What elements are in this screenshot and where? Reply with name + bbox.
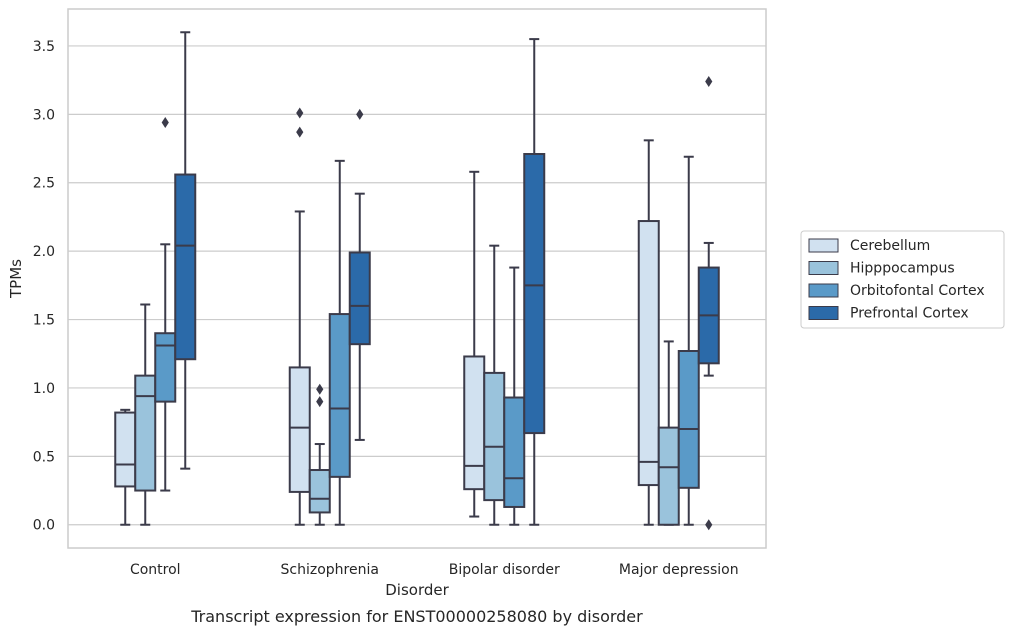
outlier-point bbox=[161, 117, 169, 129]
outlier-point bbox=[705, 519, 713, 531]
y-tick-label: 0.0 bbox=[33, 518, 55, 534]
outlier-point bbox=[356, 108, 364, 120]
box-plot bbox=[288, 107, 311, 526]
box-plot bbox=[657, 340, 680, 526]
legend-item: Hipppocampus bbox=[808, 261, 955, 277]
y-tick-label: 3.0 bbox=[33, 107, 55, 123]
box-plot bbox=[463, 170, 486, 518]
box-plot bbox=[174, 31, 197, 470]
box-iqr bbox=[483, 371, 506, 502]
box-plot bbox=[697, 76, 720, 531]
box-iqr bbox=[174, 173, 197, 361]
box-iqr bbox=[503, 396, 526, 508]
box-iqr bbox=[348, 251, 371, 346]
plot-frame bbox=[67, 8, 767, 549]
box-plot bbox=[134, 303, 157, 526]
outlier-point bbox=[296, 107, 304, 119]
legend-item: Cerebellum bbox=[808, 238, 930, 254]
legend-swatch bbox=[808, 261, 839, 275]
legend: Cerebellum Hipppocampus Orbitofontal Corte… bbox=[800, 230, 1005, 329]
legend-swatch bbox=[808, 238, 839, 253]
legend-label: Hipppocampus bbox=[850, 261, 955, 277]
legend-label: Orbitofontal Cortex bbox=[850, 283, 985, 299]
y-tick-label: 2.0 bbox=[33, 244, 55, 260]
box-plot bbox=[308, 383, 331, 526]
legend-swatch bbox=[808, 283, 839, 298]
box-iqr bbox=[677, 350, 700, 489]
box-plot bbox=[328, 159, 351, 526]
box-plot bbox=[637, 139, 660, 526]
box-plot bbox=[483, 244, 506, 526]
box-iqr bbox=[308, 469, 331, 514]
box-iqr bbox=[637, 220, 660, 487]
x-tick-label: Control bbox=[130, 562, 181, 578]
y-tick-label: 1.0 bbox=[33, 381, 55, 397]
box-iqr bbox=[134, 374, 157, 492]
x-tick-labels: Control Schizophrenia Bipolar disorder Majo… bbox=[130, 562, 739, 578]
x-tick-label: Schizophrenia bbox=[281, 562, 379, 578]
y-tick-labels: 0.0 0.5 1.0 1.5 2.0 2.5 3.0 3.5 bbox=[33, 39, 55, 534]
outlier-point bbox=[316, 396, 324, 408]
box-plot bbox=[114, 408, 137, 526]
box-iqr bbox=[523, 153, 546, 435]
y-tick-label: 0.5 bbox=[33, 449, 55, 465]
box-iqr bbox=[154, 332, 177, 403]
box-plot bbox=[677, 155, 700, 526]
x-axis-label: Disorder bbox=[385, 581, 449, 599]
legend-item: Prefrontal Cortex bbox=[808, 306, 969, 322]
box-plot bbox=[348, 108, 371, 441]
outlier-point bbox=[296, 126, 304, 138]
outlier-point bbox=[705, 76, 713, 88]
box-iqr bbox=[328, 313, 351, 478]
box-plot bbox=[503, 266, 526, 526]
chart-caption: Transcript expression for ENST0000025808… bbox=[190, 607, 643, 626]
x-tick-label: Bipolar disorder bbox=[449, 562, 560, 578]
box-plot bbox=[154, 117, 177, 492]
outlier-point bbox=[316, 383, 324, 395]
box-plot bbox=[523, 38, 546, 526]
y-axis-label: TPMs bbox=[7, 259, 25, 299]
box-iqr bbox=[463, 355, 486, 491]
legend-label: Prefrontal Cortex bbox=[850, 306, 969, 322]
legend-frame bbox=[800, 230, 1005, 329]
x-tick-label: Major depression bbox=[619, 562, 739, 578]
y-tick-label: 1.5 bbox=[33, 313, 55, 329]
box-iqr bbox=[657, 426, 680, 526]
legend-label: Cerebellum bbox=[850, 238, 930, 254]
legend-swatch bbox=[808, 306, 839, 320]
box-iqr bbox=[288, 366, 311, 493]
box-iqr bbox=[114, 411, 137, 488]
y-tick-label: 2.5 bbox=[33, 176, 55, 192]
box-plots bbox=[114, 31, 720, 531]
legend-item: Orbitofontal Cortex bbox=[808, 283, 985, 299]
y-tick-label: 3.5 bbox=[33, 39, 55, 55]
